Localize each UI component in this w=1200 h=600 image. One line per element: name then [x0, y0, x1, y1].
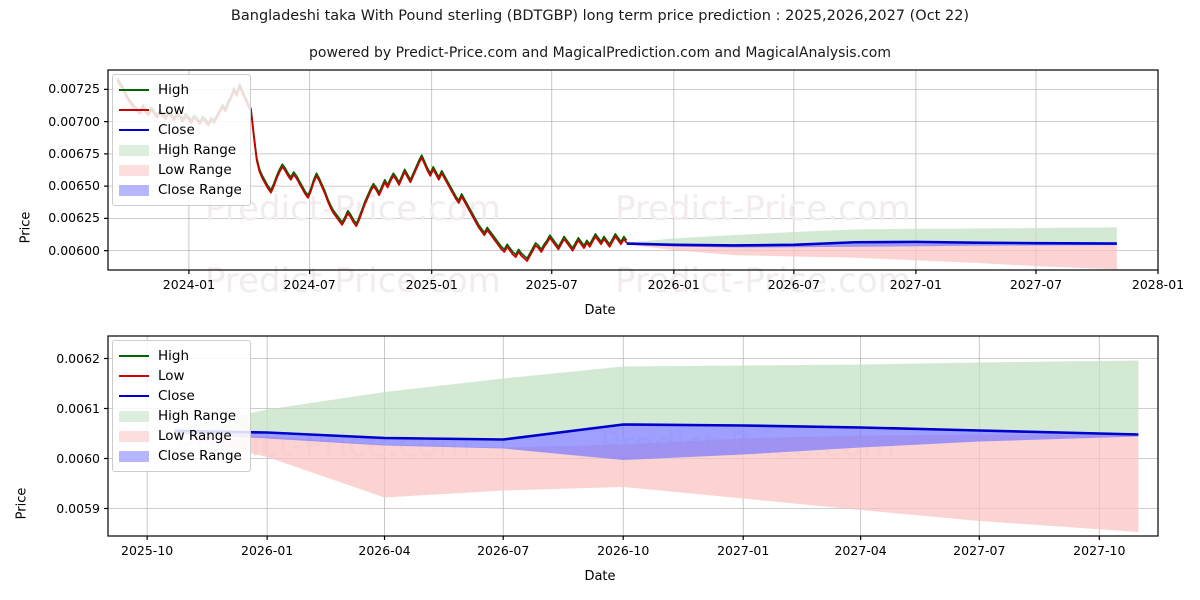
x-tick-label: 2026-07 [767, 277, 820, 292]
x-tick-label: 2027-01 [889, 277, 942, 292]
overview-chart-panel: Predict-Price.com Predict-Price.com Predic… [0, 60, 1200, 320]
forecast-legend: High Low Close High Range Low Range Close Ran… [112, 340, 251, 472]
legend-item-high-range[interactable]: High Range [119, 140, 242, 160]
svg-text:Predict-Price.com: Predict-Price.com [615, 189, 911, 229]
legend-item-close-range[interactable]: Close Range [119, 180, 242, 200]
legend-patch-swatch [119, 163, 149, 177]
y-tick-label: 0.0062 [56, 350, 100, 366]
x-tick-label: 2026-07 [477, 543, 530, 558]
legend-item-label: High [158, 348, 190, 364]
legend-item-label: Close [158, 122, 195, 138]
y-tick-label: 0.00675 [48, 145, 100, 161]
legend-item-close[interactable]: Close [119, 120, 242, 140]
legend-item-low-range[interactable]: Low Range [119, 426, 242, 446]
legend-patch-swatch [119, 183, 149, 197]
x-tick-label: 2025-07 [525, 277, 578, 292]
legend-item-label: High [158, 82, 190, 98]
legend-item-low-range[interactable]: Low Range [119, 160, 242, 180]
page-title: Bangladeshi taka With Pound sterling (BD… [230, 8, 970, 24]
page-subtitle: powered by Predict-Price.com and Magical… [309, 45, 891, 61]
x-tick-label: 2025-10 [121, 543, 174, 558]
x-tick-label: 2025-01 [405, 277, 458, 292]
forecast-x-axis-label: Date [584, 569, 616, 584]
svg-text:Predict-Price.com: Predict-Price.com [615, 261, 911, 301]
x-tick-label: 2026-01 [241, 543, 294, 558]
legend-patch-swatch [119, 409, 149, 423]
x-tick-label: 2028-01 [1131, 277, 1185, 292]
legend-line-swatch [119, 369, 149, 383]
x-tick-label: 2026-01 [647, 277, 700, 292]
x-tick-label: 2027-07 [1009, 277, 1063, 292]
y-tick-label: 0.00700 [48, 113, 100, 129]
legend-line-swatch [119, 83, 149, 97]
legend-patch-swatch [119, 429, 149, 443]
legend-item-label: Low Range [158, 162, 232, 178]
legend-item-label: Low [158, 102, 185, 118]
overview-x-axis-label: Date [584, 303, 616, 318]
legend-item-high-range[interactable]: High Range [119, 406, 242, 426]
legend-line-swatch [119, 349, 149, 363]
overview-chart-svg: Predict-Price.com Predict-Price.com Predic… [104, 69, 1159, 301]
svg-text:Predict-Price.com: Predict-Price.com [205, 261, 501, 301]
y-tick-label: 0.00600 [48, 242, 100, 258]
legend-patch-swatch [119, 449, 149, 463]
y-tick-label: 0.0059 [56, 500, 100, 516]
overview-legend: High Low Close High Range Low Range Close Ran… [112, 74, 251, 206]
y-tick-label: 0.0060 [56, 450, 100, 466]
x-tick-label: 2027-04 [834, 543, 887, 558]
x-tick-label: 2026-04 [358, 543, 411, 558]
legend-item-label: Close Range [158, 182, 242, 198]
y-tick-label: 0.00625 [48, 210, 100, 226]
legend-item-label: Low Range [158, 428, 232, 444]
x-tick-label: 2027-01 [717, 543, 770, 558]
legend-patch-swatch [119, 143, 149, 157]
legend-item-close-range[interactable]: Close Range [119, 446, 242, 466]
legend-item-label: Low [158, 368, 185, 384]
legend-item-high[interactable]: High [119, 346, 242, 366]
legend-item-close[interactable]: Close [119, 386, 242, 406]
x-tick-label: 2024-07 [283, 277, 336, 292]
legend-line-swatch [119, 103, 149, 117]
y-tick-label: 0.0061 [56, 400, 100, 416]
legend-line-swatch [119, 123, 149, 137]
legend-item-label: Close Range [158, 448, 242, 464]
x-tick-label: 2027-07 [953, 543, 1006, 558]
legend-item-low[interactable]: Low [119, 100, 242, 120]
legend-item-label: High Range [158, 142, 237, 158]
legend-item-label: High Range [158, 408, 237, 424]
legend-item-high[interactable]: High [119, 80, 242, 100]
x-tick-label: 2027-10 [1073, 543, 1126, 558]
legend-item-low[interactable]: Low [119, 366, 242, 386]
legend-line-swatch [119, 389, 149, 403]
x-tick-label: 2024-01 [162, 277, 216, 292]
y-tick-label: 0.00725 [48, 81, 100, 97]
legend-item-label: Close [158, 388, 195, 404]
x-tick-label: 2026-10 [597, 543, 650, 558]
y-tick-label: 0.00650 [48, 178, 100, 194]
